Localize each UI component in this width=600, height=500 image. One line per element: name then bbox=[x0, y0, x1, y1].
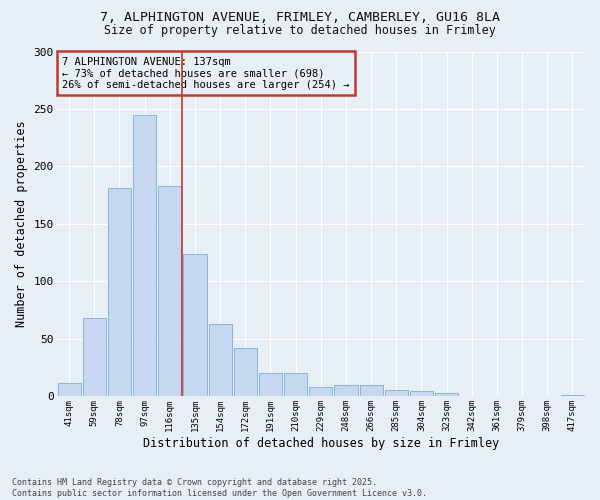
Bar bbox=[108, 188, 131, 396]
X-axis label: Distribution of detached houses by size in Frimley: Distribution of detached houses by size … bbox=[143, 437, 499, 450]
Bar bbox=[133, 114, 156, 396]
Bar bbox=[334, 385, 358, 396]
Bar bbox=[83, 318, 106, 396]
Y-axis label: Number of detached properties: Number of detached properties bbox=[15, 120, 28, 328]
Bar bbox=[410, 390, 433, 396]
Text: 7 ALPHINGTON AVENUE: 137sqm
← 73% of detached houses are smaller (698)
26% of se: 7 ALPHINGTON AVENUE: 137sqm ← 73% of det… bbox=[62, 56, 349, 90]
Bar bbox=[184, 254, 206, 396]
Bar bbox=[309, 387, 332, 396]
Bar bbox=[58, 382, 81, 396]
Bar bbox=[385, 390, 408, 396]
Text: Contains HM Land Registry data © Crown copyright and database right 2025.
Contai: Contains HM Land Registry data © Crown c… bbox=[12, 478, 427, 498]
Bar bbox=[209, 324, 232, 396]
Bar bbox=[259, 374, 282, 396]
Bar bbox=[284, 374, 307, 396]
Bar bbox=[234, 348, 257, 397]
Text: Size of property relative to detached houses in Frimley: Size of property relative to detached ho… bbox=[104, 24, 496, 37]
Bar bbox=[158, 186, 181, 396]
Bar bbox=[435, 393, 458, 396]
Bar bbox=[359, 385, 383, 396]
Text: 7, ALPHINGTON AVENUE, FRIMLEY, CAMBERLEY, GU16 8LA: 7, ALPHINGTON AVENUE, FRIMLEY, CAMBERLEY… bbox=[100, 11, 500, 24]
